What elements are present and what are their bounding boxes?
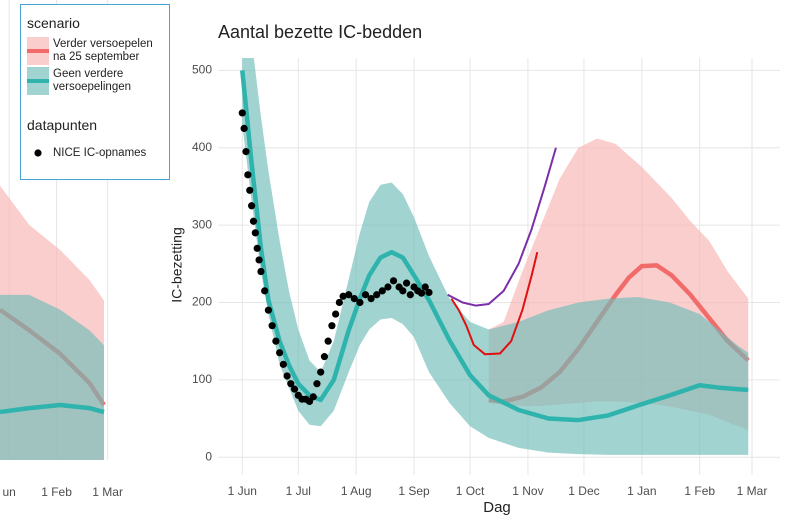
x-tick-label: 1 Jun bbox=[228, 484, 257, 498]
y-tick-label: 100 bbox=[192, 372, 212, 386]
data-point bbox=[324, 337, 332, 345]
x-tick-label: 1 Dec bbox=[568, 484, 599, 498]
data-point bbox=[276, 349, 284, 357]
line bbox=[0, 402, 105, 415]
y-tick-label: 300 bbox=[192, 217, 212, 231]
legend-title: scenario bbox=[27, 15, 80, 31]
y-tick-label: 400 bbox=[192, 140, 212, 154]
y-tick-label: 200 bbox=[192, 295, 212, 309]
data-point bbox=[261, 287, 269, 295]
data-point bbox=[373, 291, 381, 299]
data-point bbox=[367, 295, 375, 303]
y-tick-label: 0 bbox=[205, 449, 212, 463]
plot-area bbox=[0, 0, 109, 460]
x-tick-label: 1 Sep bbox=[398, 484, 430, 498]
y-tick-label: 500 bbox=[192, 63, 212, 77]
x-axis-label: Dag bbox=[483, 499, 511, 516]
data-point bbox=[317, 368, 325, 376]
legend-marker bbox=[34, 149, 42, 157]
line bbox=[240, 70, 749, 423]
line bbox=[450, 251, 539, 356]
data-point bbox=[272, 337, 280, 345]
data-point bbox=[356, 298, 364, 307]
data-point bbox=[335, 298, 343, 307]
data-point bbox=[425, 288, 433, 297]
legend-label: NICE IC-opnames bbox=[53, 146, 147, 159]
data-point bbox=[248, 202, 256, 210]
data-point bbox=[238, 109, 246, 117]
x-tick-label: 1 Mar bbox=[92, 485, 123, 499]
data-point bbox=[350, 295, 358, 303]
x-tick-label: 1 Nov bbox=[512, 484, 543, 498]
x-tick-label: 1 Feb bbox=[684, 484, 715, 498]
data-point bbox=[279, 360, 287, 368]
legend-key bbox=[27, 37, 49, 65]
data-point bbox=[253, 244, 261, 252]
data-point bbox=[249, 217, 258, 225]
y-axis-label: IC-bezetting bbox=[169, 227, 185, 302]
line bbox=[447, 147, 557, 307]
data-point bbox=[283, 372, 291, 380]
confidence-band bbox=[0, 294, 104, 460]
chart-title: Aantal bezette IC-bedden bbox=[218, 22, 422, 42]
data-point bbox=[421, 283, 429, 291]
data-point bbox=[406, 291, 414, 299]
data-point bbox=[320, 353, 329, 361]
data-point bbox=[242, 148, 250, 156]
x-tick-label: 1 Feb bbox=[41, 485, 72, 499]
x-tick-label: un bbox=[2, 485, 15, 499]
plot-area bbox=[218, 58, 780, 475]
confidence-band bbox=[242, 58, 749, 455]
legend-key bbox=[34, 149, 42, 157]
legend-title: datapunten bbox=[27, 117, 98, 133]
data-point bbox=[313, 380, 321, 388]
data-point bbox=[290, 385, 299, 393]
data-point bbox=[345, 291, 353, 299]
data-point bbox=[402, 279, 411, 287]
data-point bbox=[244, 171, 252, 179]
legend-label: Geen verdere versoepelingen bbox=[53, 68, 132, 93]
data-point bbox=[287, 380, 295, 388]
data-point bbox=[339, 292, 347, 300]
x-tick-label: 1 Mar bbox=[737, 484, 768, 498]
data-point bbox=[255, 256, 263, 264]
x-tick-label: 1 Jan bbox=[627, 484, 656, 498]
data-point bbox=[257, 267, 265, 276]
data-point bbox=[240, 124, 248, 133]
data-point bbox=[264, 306, 273, 314]
data-point bbox=[399, 287, 407, 295]
data-point bbox=[384, 283, 392, 291]
data-point bbox=[309, 393, 317, 401]
x-tick-label: 1 Aug bbox=[341, 484, 372, 498]
data-point bbox=[378, 287, 386, 295]
legend: scenario Verder versoepelen na 25 septemb… bbox=[20, 4, 170, 180]
legend-item: Geen verdere versoepelingen bbox=[27, 67, 169, 95]
data-point bbox=[389, 277, 398, 285]
data-point bbox=[246, 186, 254, 194]
data-point bbox=[268, 322, 276, 330]
data-point bbox=[332, 310, 340, 318]
legend-item: NICE IC-opnames bbox=[27, 139, 169, 167]
data-point bbox=[328, 322, 336, 330]
data-point bbox=[251, 229, 259, 237]
data-point bbox=[417, 289, 426, 297]
legend-key bbox=[27, 67, 49, 95]
x-tick-label: 1 Jul bbox=[286, 484, 311, 498]
x-tick-label: 1 Oct bbox=[456, 484, 485, 498]
legend-label: Verder versoepelen na 25 september bbox=[53, 38, 153, 63]
legend-item: Verder versoepelen na 25 september bbox=[27, 37, 169, 65]
data-point bbox=[361, 291, 370, 299]
